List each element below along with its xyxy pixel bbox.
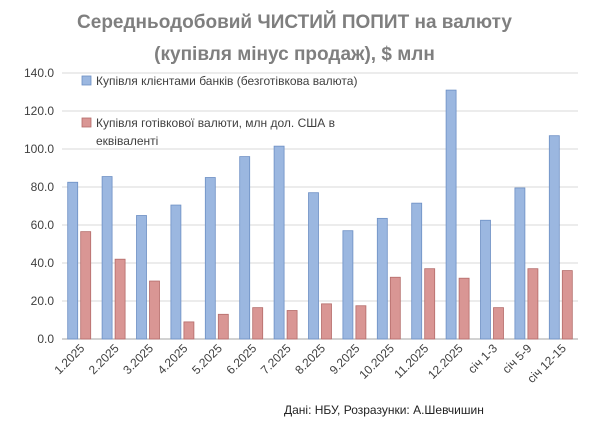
x-tick-label: 4.2025	[155, 341, 191, 377]
bar-series-2-9.2025	[355, 305, 367, 340]
bar-series-2-січ 1-3	[493, 307, 504, 340]
bar-series-2-січ 5-9	[527, 268, 539, 340]
x-tick-label: 2.2025	[86, 341, 122, 377]
bar-series-2-січ 12-15	[561, 270, 573, 340]
legend-label-series-1: Купівля клієнтами банків (безготівкова в…	[96, 74, 357, 88]
gridlines	[62, 72, 578, 340]
bar-series-1-1.2025	[67, 181, 79, 340]
legend: Купівля клієнтами банків (безготівкова в…	[81, 74, 357, 148]
y-tick-label: 0.0	[37, 332, 54, 346]
y-axis-ticks: 0.0 20.0 40.0 60.0 80.0 100.0 120.0 140.0	[24, 66, 54, 346]
bar-series-1-2.2025	[101, 176, 113, 340]
bar-series-1-9.2025	[342, 230, 354, 340]
legend-label-series-2: Купівля готівкової валюти, млн дол. США …	[96, 116, 335, 130]
bar-series-2-5.2025	[217, 313, 229, 340]
bar-series-1-7.2025	[273, 145, 285, 340]
bar-series-2-1.2025	[80, 231, 92, 340]
chart-title: Середньодобовий ЧИСТИЙ ПОПИТ на валюту	[77, 12, 512, 33]
bar-series-2-2.2025	[114, 258, 126, 340]
legend-label-series-2-line2: еквіваленті	[96, 134, 158, 148]
x-tick-label: 7.2025	[258, 341, 294, 377]
bar-series-2-11.2025	[424, 268, 436, 340]
x-tick-label: 10.2025	[356, 341, 397, 382]
y-tick-label: 120.0	[24, 104, 54, 118]
bar-series-2-8.2025	[321, 303, 332, 340]
y-tick-label: 60.0	[31, 218, 55, 232]
y-tick-label: 140.0	[24, 66, 54, 80]
y-tick-label: 80.0	[31, 180, 55, 194]
bar-series-1-8.2025	[308, 192, 319, 340]
x-tick-label: 11.2025	[391, 341, 431, 381]
bar-series-1-3.2025	[136, 215, 147, 340]
y-tick-label: 100.0	[24, 142, 54, 156]
legend-swatch-series-1	[81, 75, 92, 86]
bar-series-1-січ 12-15	[548, 135, 560, 340]
x-tick-label: 5.2025	[189, 341, 225, 377]
chart-subtitle: (купівля мінус продаж), $ млн	[154, 44, 435, 65]
bar-series-2-4.2025	[183, 321, 195, 340]
x-tick-label: 1.2025	[51, 341, 87, 377]
bar-series-1-12.2025	[445, 89, 457, 340]
source-note: Дані: НБУ, Розразунки: А.Шевчишин	[284, 403, 484, 417]
bar-series-2-3.2025	[149, 280, 160, 340]
bar-series-1-11.2025	[411, 202, 423, 340]
y-tick-label: 20.0	[31, 294, 55, 308]
x-tick-label: січ 12-15	[524, 341, 569, 386]
bar-series-1-6.2025	[239, 156, 251, 340]
x-tick-label: 6.2025	[223, 341, 259, 377]
x-tick-label: 8.2025	[292, 341, 328, 377]
bar-series-1-10.2025	[376, 217, 388, 340]
legend-swatch-series-2	[81, 117, 92, 128]
bar-series-2-7.2025	[286, 310, 298, 340]
x-axis-ticks: 1.20252.20253.20254.20255.20256.20257.20…	[51, 341, 569, 386]
bar-series-2-6.2025	[252, 307, 264, 340]
bar-series-1-січ 5-9	[514, 187, 526, 340]
x-tick-label: 12.2025	[425, 341, 466, 382]
bars	[67, 89, 573, 340]
y-tick-label: 40.0	[31, 256, 55, 270]
x-tick-label: 3.2025	[120, 341, 156, 377]
bar-series-1-січ 1-3	[480, 219, 491, 340]
bar-series-1-5.2025	[204, 177, 216, 340]
x-tick-label: січ 1-3	[465, 341, 500, 376]
bar-series-2-12.2025	[458, 277, 470, 340]
bar-series-2-10.2025	[389, 276, 401, 340]
bar-series-1-4.2025	[170, 204, 182, 340]
